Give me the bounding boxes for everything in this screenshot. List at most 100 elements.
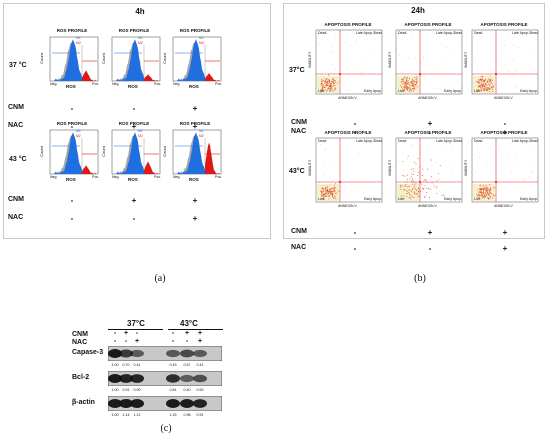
ros-y-label: Count xyxy=(161,53,167,64)
ros-neg-label: Neg. xyxy=(173,175,181,179)
panel-a-row1-cnm-label: CNM xyxy=(8,104,24,111)
ros-x-label: ROS xyxy=(66,84,76,89)
wb-density-value: 0.43 xyxy=(169,363,177,367)
quadrant-label-early: Early Apop. xyxy=(444,89,462,93)
ros-pos-label: Pos. xyxy=(215,175,223,179)
quadrant-label-dead: Dead xyxy=(318,139,327,143)
treatment-sign: + xyxy=(192,104,198,113)
wb-protein-label: β-actin xyxy=(72,399,95,406)
wb-density-value: 1.00 xyxy=(111,413,119,417)
apoptosis-plot-title: APOPTOSIS PROFILE xyxy=(404,22,452,27)
ros-m1-label: M1 xyxy=(199,36,204,40)
panel-b-row2-cnm-label: CNM xyxy=(291,228,307,235)
wb-density-value: 0.53 xyxy=(196,388,204,392)
ros-neg-label: Neg. xyxy=(112,82,120,86)
viability-y-label: VIABILITY xyxy=(388,51,393,69)
panel-a-row1-nac-label: NAC xyxy=(8,122,24,129)
treatment-sign: - xyxy=(428,128,432,137)
annexin-x-label: ANNEXIN V xyxy=(494,204,513,208)
viability-y-label: VIABILITY xyxy=(464,159,469,177)
treatment-sign: - xyxy=(132,104,136,113)
apoptosis-scatter-plot: APOPTOSIS PROFILE Dead Late Apop./Dead Live… xyxy=(388,22,464,106)
wb-protein-label: Bcl-2 xyxy=(72,374,90,381)
panel-c-temp-37: 37°C xyxy=(127,319,145,328)
ros-x-label: ROS xyxy=(189,84,199,89)
wb-density-value: 0.40 xyxy=(183,388,191,392)
panel-b-row1-nac-label: NAC xyxy=(291,128,307,135)
wb-density-value: 0.41 xyxy=(133,363,141,367)
quadrant-label-dead: Dead xyxy=(474,139,483,143)
ros-m1-label: M1 xyxy=(138,129,143,133)
quadrant-label-live: Live xyxy=(318,89,325,93)
ros-plot-title: ROS PROFILE xyxy=(118,28,150,33)
quadrant-label-live: Live xyxy=(474,197,481,201)
treatment-sign: - xyxy=(70,122,74,131)
ros-y-label: Count xyxy=(100,146,106,157)
ros-histogram-plot: ROS PROFILE ROS Count Neg. Pos. M1 M2 xyxy=(101,28,164,94)
ros-m2-label: M2 xyxy=(76,134,81,138)
panel-c-caption: (c) xyxy=(160,423,172,434)
quadrant-label-live: Live xyxy=(398,89,405,93)
ros-plot-title: ROS PROFILE xyxy=(179,28,211,33)
treatment-sign: + xyxy=(502,244,508,253)
ros-x-label: ROS xyxy=(128,177,138,182)
wb-density-value: 0.91 xyxy=(196,413,204,417)
ros-m2-label: M2 xyxy=(138,134,143,138)
ros-m1-label: M1 xyxy=(199,129,204,133)
treatment-sign: + xyxy=(427,228,433,237)
ros-neg-label: Neg. xyxy=(50,175,58,179)
wb-cnm-sign: - xyxy=(135,330,139,337)
ros-m2-label: M2 xyxy=(76,41,81,45)
ros-y-label: Count xyxy=(38,53,44,64)
treatment-sign: - xyxy=(353,228,357,237)
apoptosis-scatter-plot: APOPTOSIS PROFILE Dead Late Apop./Dead Live… xyxy=(308,130,384,214)
ros-y-label: Count xyxy=(161,146,167,157)
treatment-sign: + xyxy=(131,122,137,131)
panel-c-nac-label: NAC xyxy=(72,339,88,346)
wb-density-value: 0.70 xyxy=(122,363,130,367)
quadrant-label-early: Early Apop. xyxy=(364,197,382,201)
wb-density-value: 0.81 xyxy=(169,388,177,392)
panel-b-row2-temp: 43°C xyxy=(289,168,305,175)
wb-nac-sign: - xyxy=(124,338,128,345)
quadrant-label-live: Live xyxy=(318,197,325,201)
viability-y-label: VIABILITY xyxy=(308,51,313,69)
viability-y-label: VIABILITY xyxy=(464,51,469,69)
apoptosis-scatter-plot: APOPTOSIS PROFILE Dead Late Apop./Dead Live… xyxy=(308,22,384,106)
quadrant-label-late: Late Apop./Dead xyxy=(356,139,383,143)
quadrant-label-early: Early Apop. xyxy=(520,197,538,201)
ros-m2-label: M2 xyxy=(199,134,204,138)
treatment-sign: + xyxy=(131,196,137,205)
wb-cnm-sign: - xyxy=(113,330,117,337)
wb-nac-sign: - xyxy=(185,338,189,345)
quadrant-label-dead: Dead xyxy=(318,31,327,35)
wb-cnm-sign: + xyxy=(123,330,129,337)
wb-nac-sign: - xyxy=(113,338,117,345)
panel-c-temp-37-underline xyxy=(108,329,163,330)
quadrant-label-live: Live xyxy=(398,197,405,201)
viability-y-label: VIABILITY xyxy=(308,159,313,177)
ros-m1-label: M1 xyxy=(76,129,81,133)
quadrant-label-late: Late Apop./Dead xyxy=(356,31,383,35)
apoptosis-plot-title: APOPTOSIS PROFILE xyxy=(404,130,452,135)
apoptosis-plot-title: APOPTOSIS PROFILE xyxy=(324,130,372,135)
ros-m2-label: M2 xyxy=(199,41,204,45)
ros-histogram-plot: ROS PROFILE ROS Count Neg. Pos. M1 M2 xyxy=(161,121,225,187)
panel-a-time-label: 4h xyxy=(135,7,145,16)
annexin-x-label: ANNEXIN V xyxy=(338,96,357,100)
ros-plot-title: ROS PROFILE xyxy=(179,121,211,126)
wb-density-value: 1.12 xyxy=(133,413,141,417)
quadrant-label-dead: Dead xyxy=(398,31,407,35)
ros-neg-label: Neg. xyxy=(50,82,58,86)
ros-neg-label: Neg. xyxy=(112,175,120,179)
treatment-sign: - xyxy=(503,119,507,128)
annexin-x-label: ANNEXIN V xyxy=(418,96,437,100)
wb-density-value: 1.00 xyxy=(111,388,119,392)
treatment-sign: - xyxy=(70,196,74,205)
panel-b-row1-temp: 37°C xyxy=(289,67,305,74)
apoptosis-scatter-plot: APOPTOSIS PROFILE Dead Late Apop./Dead Live… xyxy=(464,130,540,214)
wb-cnm-sign: + xyxy=(197,330,203,337)
wb-density-value: 1.14 xyxy=(122,413,130,417)
treatment-sign: - xyxy=(428,244,432,253)
panel-a-row1-temp: 37 °C xyxy=(9,62,27,69)
